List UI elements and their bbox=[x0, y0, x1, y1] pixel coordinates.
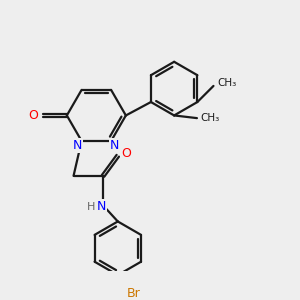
Text: N: N bbox=[110, 139, 119, 152]
Text: Br: Br bbox=[127, 287, 141, 300]
Text: O: O bbox=[28, 109, 38, 122]
Text: N: N bbox=[73, 139, 82, 152]
Text: H: H bbox=[87, 202, 95, 212]
Text: N: N bbox=[97, 200, 106, 213]
Text: CH₃: CH₃ bbox=[217, 78, 236, 88]
Text: CH₃: CH₃ bbox=[201, 113, 220, 123]
Text: O: O bbox=[121, 147, 131, 160]
